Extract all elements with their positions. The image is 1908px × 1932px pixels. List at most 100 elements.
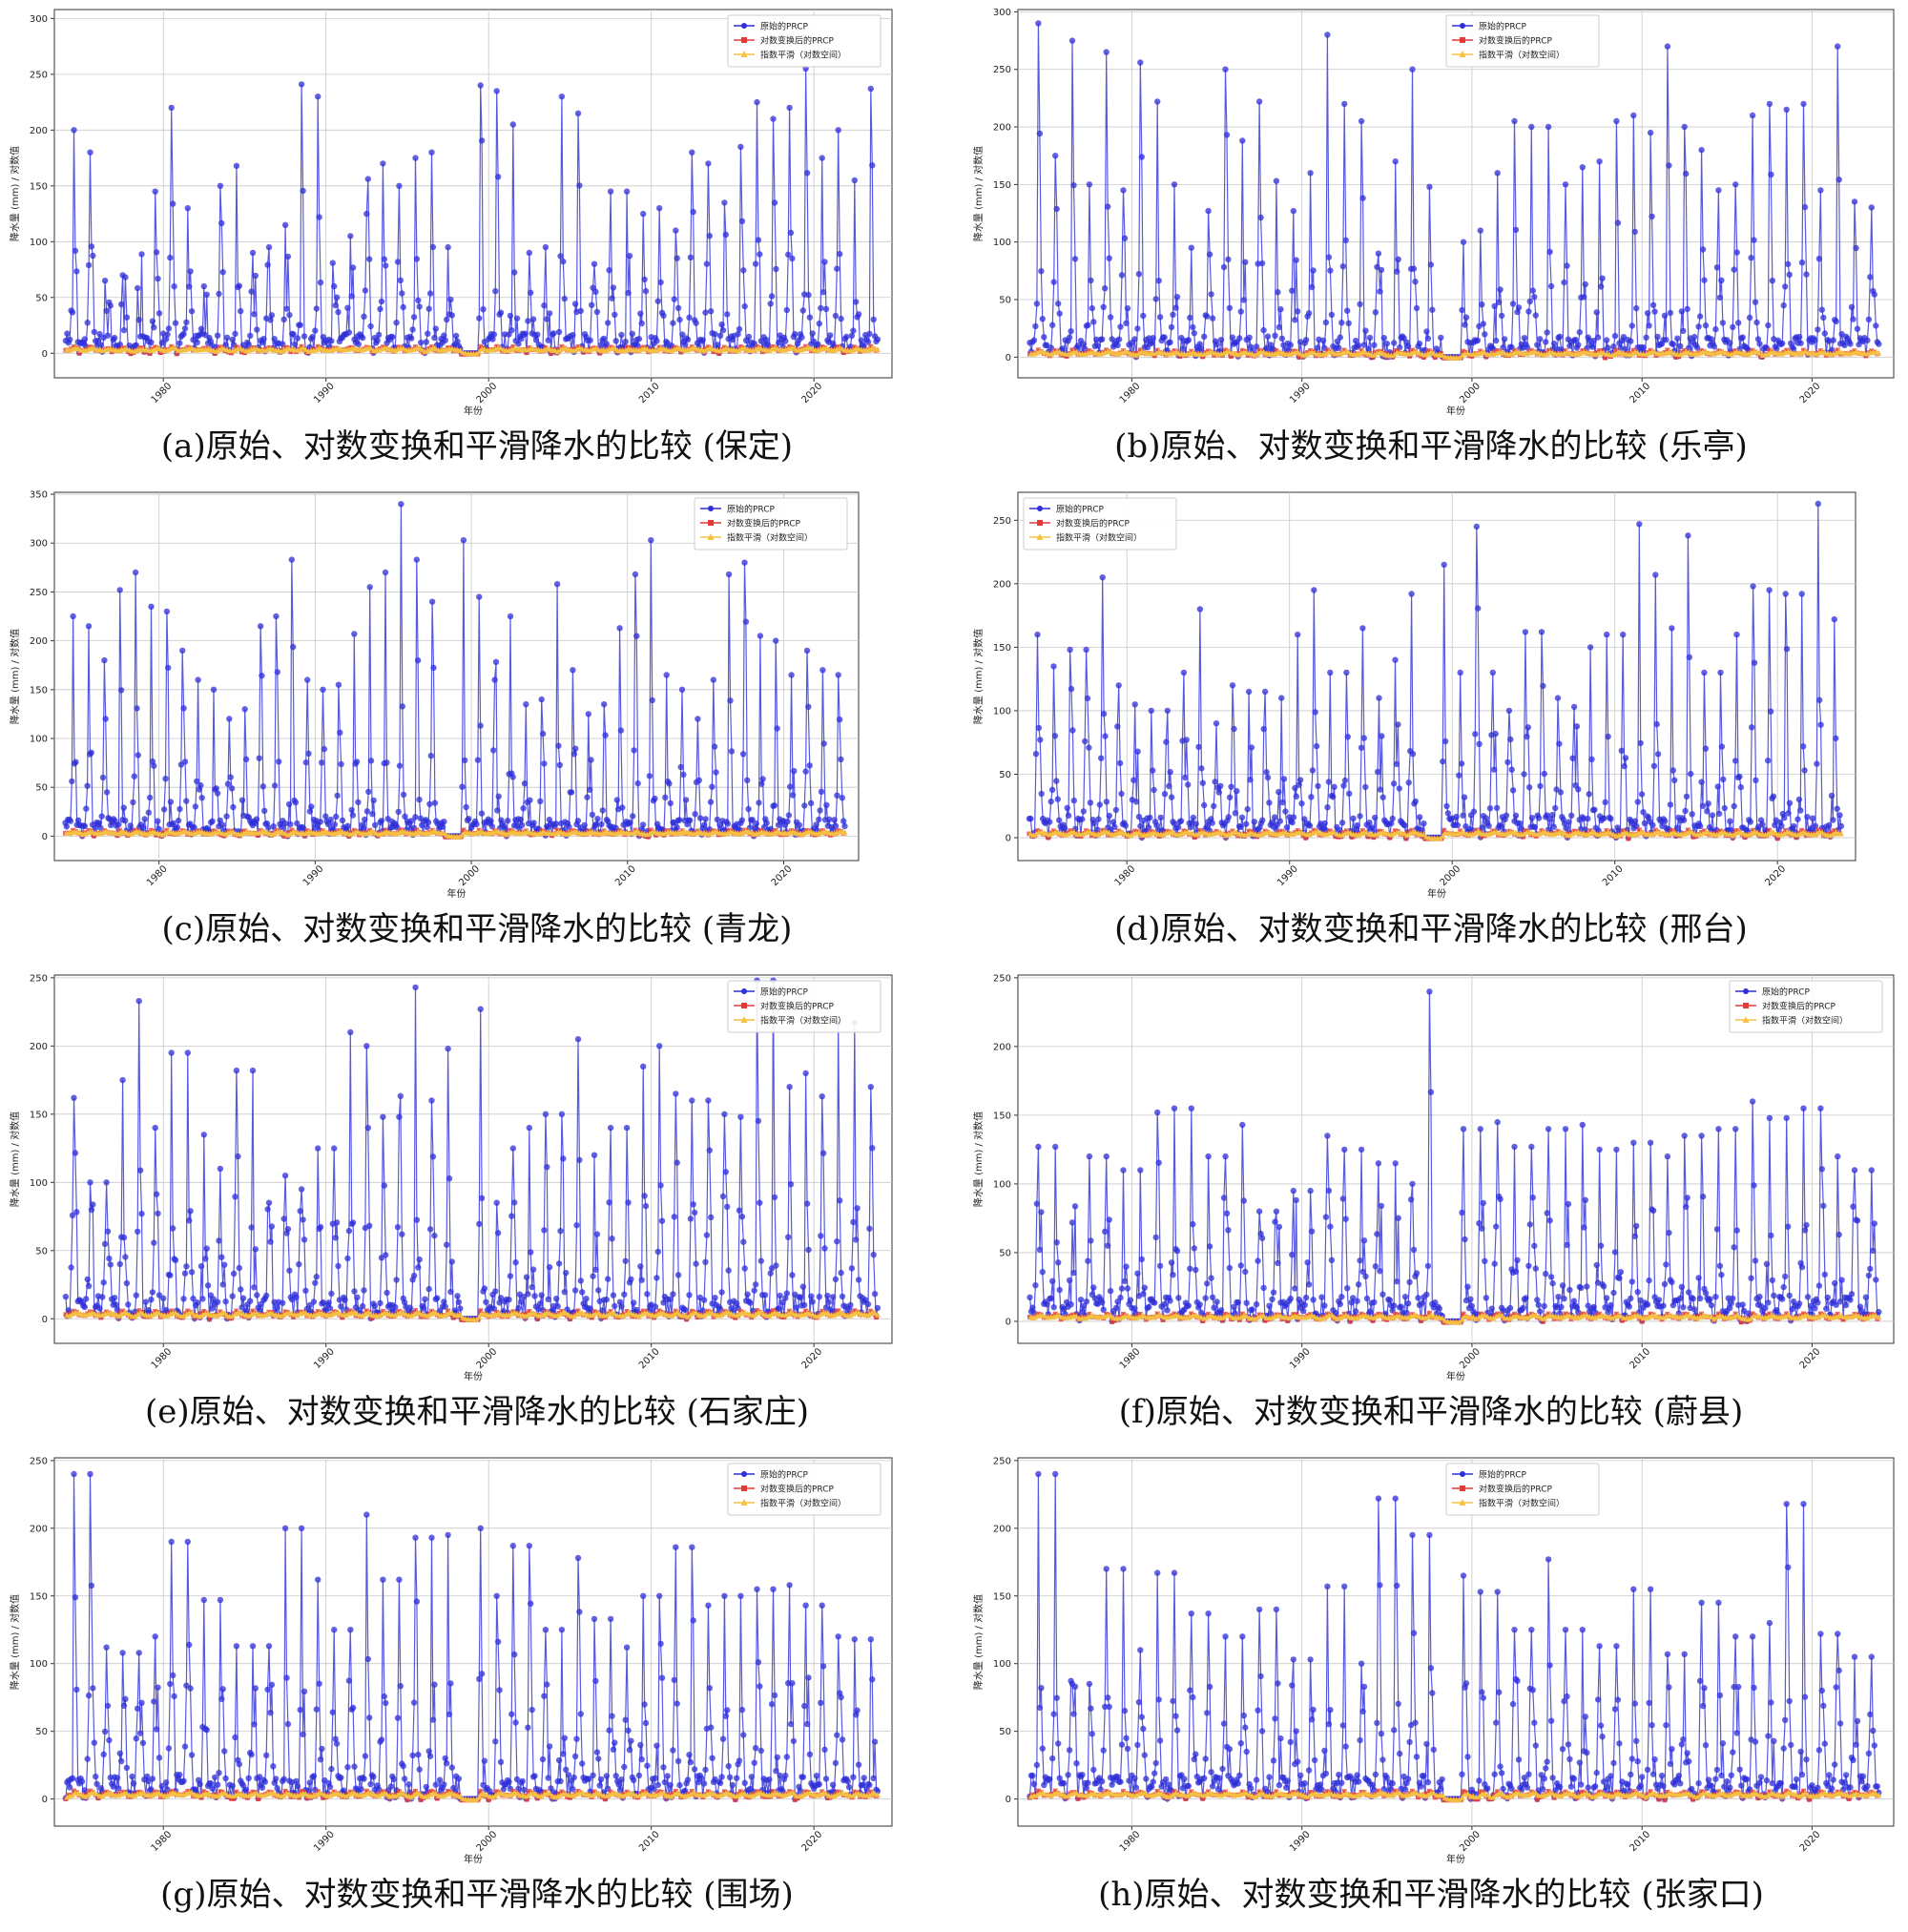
series-original-point [1157,814,1164,821]
series-original-point [328,338,335,344]
series-log-point [242,828,248,834]
series-original-point [1114,723,1121,730]
series-original-point [799,307,806,314]
series-original-point [294,335,301,342]
series-original-point [1575,342,1582,348]
y-tick-label: 100 [30,735,48,745]
x-axis-label: 年份 [464,405,483,417]
series-original-point [1504,758,1511,766]
series-original-point [1168,794,1175,800]
series-smooth-point [1135,829,1143,836]
series-original-point [287,821,294,828]
series-original-point [1641,820,1649,826]
legend-label: 原始的PRCP [760,21,809,32]
series-log-point [836,343,841,349]
chart-caption-c: (c)原始、对数变换和平滑降水的比较 (青龙) [161,910,793,948]
plot-frame [53,9,893,379]
x-axis-label: 年份 [447,887,467,900]
series-original-point [1482,331,1488,338]
series-original-point [719,327,727,334]
series-original-point [1048,786,1056,793]
series-original-point [1053,205,1060,213]
series-original-point [1867,274,1874,280]
series-original-point [370,797,377,804]
legend-swatch-marker [707,533,715,540]
x-axis-label: 年份 [1446,405,1465,417]
series-original-point [476,593,483,600]
series-original-point [1074,343,1082,349]
series-original-point [1055,301,1062,307]
series-original-point [248,288,255,295]
series-original-point [1749,112,1756,119]
series-original-point [460,537,467,544]
series-original-point [1511,117,1518,125]
series-smooth-point [1244,831,1251,838]
series-original-point [803,647,811,654]
series-original-point [1238,814,1246,821]
series-original-point [1803,271,1810,278]
series-original-point [135,317,142,323]
series-original-point [1338,820,1346,826]
series-smooth-point [151,346,157,353]
series-original-point [344,304,351,311]
series-original-point [511,269,518,276]
series-original-point [754,98,760,106]
series-original-point [344,822,351,829]
series-original-point [291,341,299,347]
series-original-point [444,316,450,323]
series-original-point [313,305,320,312]
series-log-point [524,350,529,356]
series-original-point [428,598,436,605]
series-original-point [1462,314,1470,321]
series-log-point [211,828,217,834]
series-original-point [1277,306,1284,313]
series-original-point [724,821,731,827]
series-original-point [606,267,612,274]
series-original-point [197,325,205,332]
series-log-point [711,828,716,834]
series-original-point [836,717,843,723]
series-original-point [1472,731,1479,737]
series-original-point [1528,815,1536,821]
series-log-point [1563,348,1568,354]
series-original-point [1531,294,1538,301]
series-original-point [803,170,811,177]
series-log-point [413,344,418,350]
series-original-point [1130,777,1137,783]
series-original-point [395,808,402,816]
series-original-point [223,813,230,820]
series-original-point [1106,255,1112,261]
series-original-point [170,200,176,207]
series-original-point [1557,789,1565,796]
series-original-point [1718,277,1725,283]
series-log-point [299,343,304,349]
series-log-point [608,344,613,350]
series-original-point [1215,789,1222,796]
series-original-point [1394,268,1400,275]
series-original-point [361,313,367,320]
series-original-point [286,311,293,319]
series-original-point [1646,322,1652,329]
series-original-point [1296,781,1302,788]
series-original-point [1201,801,1208,809]
series-log-point [1189,348,1194,354]
series-original-point [835,672,841,678]
series-original-point [576,182,583,189]
series-original-point [612,338,619,344]
series-original-point [1273,177,1280,184]
series-original-point [1198,765,1205,772]
series-original-point [1247,777,1254,783]
series-log-point [1699,830,1705,835]
series-original-point [741,559,748,566]
series-original-point [165,664,172,672]
series-original-point [1581,294,1587,301]
series-log-point [1192,835,1197,840]
series-log-point [1203,350,1209,355]
series-original-point [1765,322,1772,329]
series-original-point [1517,820,1524,827]
series-original-point [1453,813,1460,821]
series-original-point [592,821,600,828]
series-original-point [1476,740,1483,747]
series-original-point [1161,334,1168,341]
series-original-point [570,331,576,339]
